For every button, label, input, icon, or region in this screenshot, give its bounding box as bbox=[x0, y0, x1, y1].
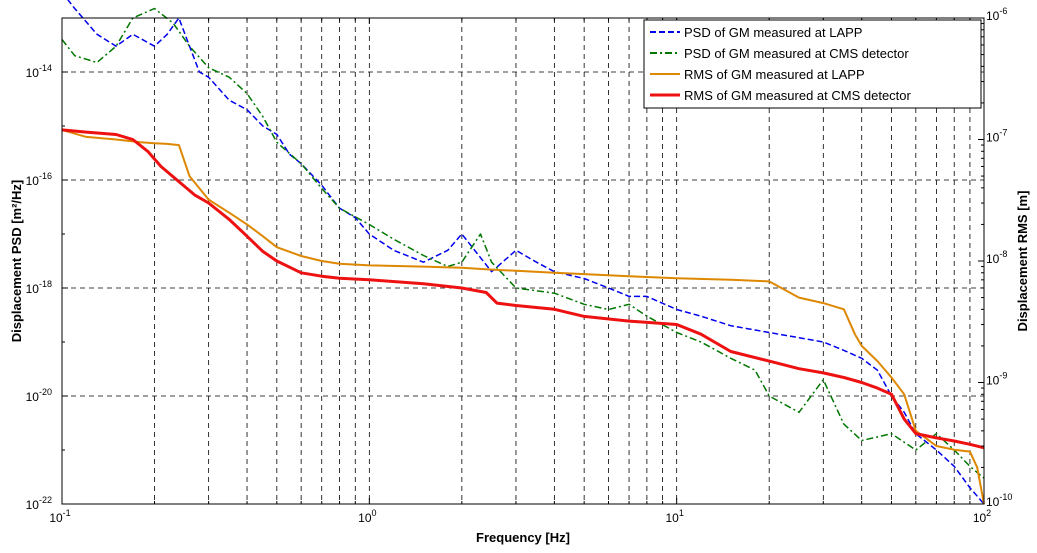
legend-entry-3: RMS of GM measured at CMS detector bbox=[684, 88, 912, 103]
series-line-2 bbox=[61, 128, 985, 505]
series-line-3 bbox=[61, 128, 985, 450]
legend-entry-0: PSD of GM measured at LAPP bbox=[684, 25, 862, 40]
y-axis-label-left: Displacement PSD [m²/Hz] bbox=[9, 180, 24, 343]
series-line-1 bbox=[61, 7, 985, 479]
legend-box bbox=[643, 19, 982, 109]
plot-area bbox=[61, 0, 985, 505]
legend-entry-2: RMS of GM measured at LAPP bbox=[684, 67, 865, 82]
x-axis-label: Frequency [Hz] bbox=[476, 530, 570, 545]
legend: PSD of GM measured at LAPP PSD of GM meas… bbox=[643, 19, 982, 109]
legend-entry-1: PSD of GM measured at CMS detector bbox=[684, 46, 909, 61]
series-line-0 bbox=[67, 0, 985, 505]
y-axis-label-right: Displacement RMS [m] bbox=[1015, 191, 1030, 332]
